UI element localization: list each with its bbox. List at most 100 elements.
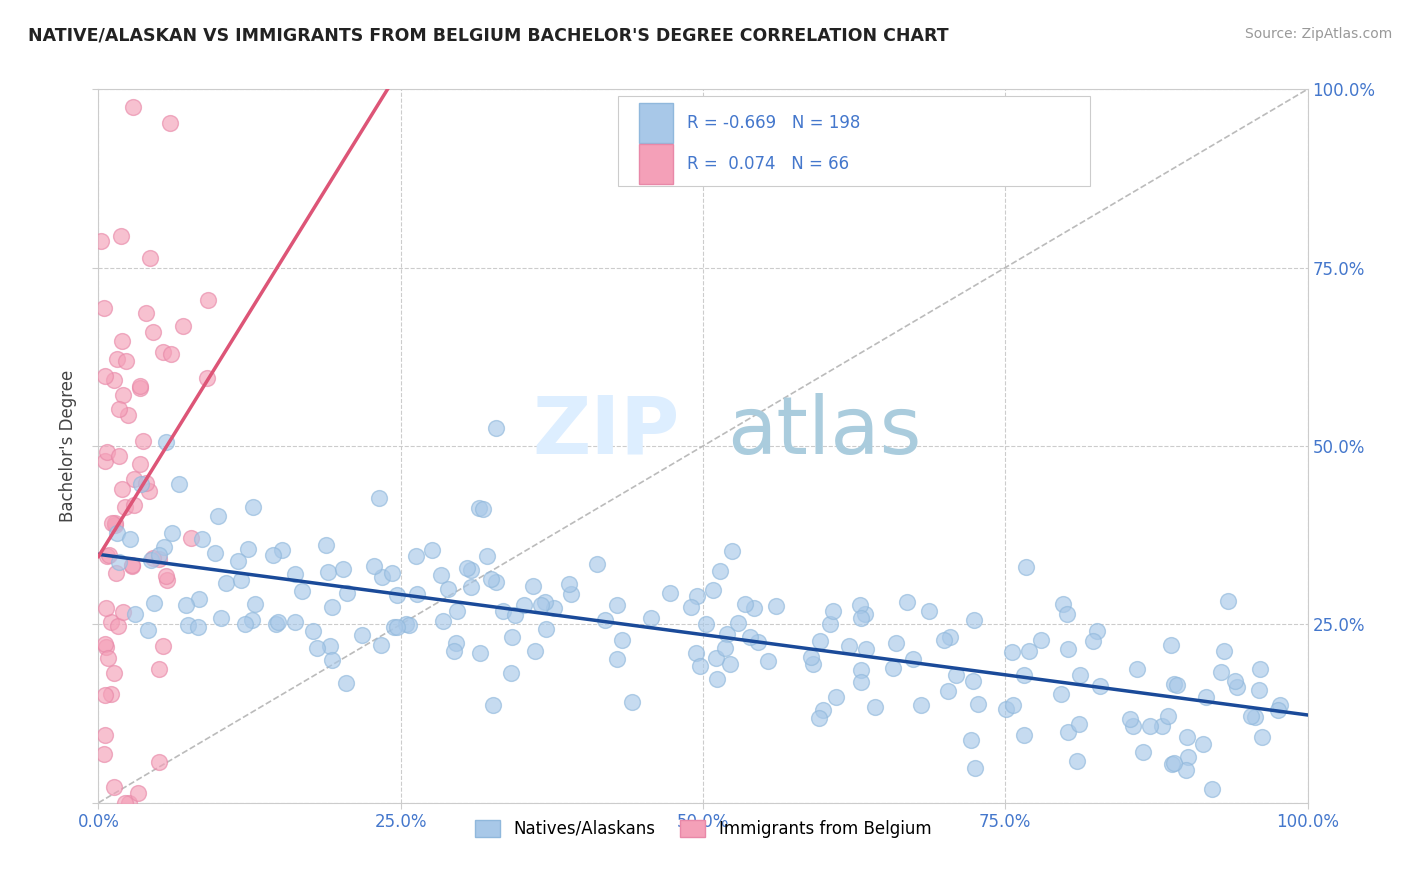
Point (263, 548, 285, 562)
Point (432, 614, 454, 628)
Point (800, 650, 823, 665)
Point (849, 598, 872, 612)
Point (243, 597, 266, 611)
Point (482, 698, 505, 713)
Point (110, 229, 132, 244)
Point (849, 663, 872, 677)
Point (101, 516, 124, 531)
Point (135, 475, 157, 490)
Point (159, 116, 181, 130)
Point (94, 728, 117, 742)
Point (172, 318, 194, 333)
Text: R =  0.074   N = 66: R = 0.074 N = 66 (688, 155, 849, 173)
Text: R = -0.669   N = 198: R = -0.669 N = 198 (688, 114, 860, 132)
Point (103, 516, 125, 531)
Point (821, 604, 844, 618)
Point (945, 667, 967, 681)
Point (318, 640, 340, 654)
Point (384, 619, 406, 633)
Point (838, 639, 860, 653)
Point (132, 434, 155, 448)
Point (896, 595, 918, 609)
Point (138, 483, 160, 498)
Point (105, 525, 128, 540)
Point (420, 543, 443, 558)
Point (284, 566, 307, 581)
Point (685, 646, 707, 660)
Point (1226, 681, 1249, 695)
Point (530, 598, 553, 612)
Point (155, 569, 177, 583)
Point (962, 673, 984, 688)
Point (335, 676, 357, 690)
Point (853, 607, 876, 621)
Point (1132, 745, 1154, 759)
Point (104, 566, 127, 580)
Point (148, 755, 170, 769)
Point (758, 654, 780, 668)
Point (1157, 709, 1180, 723)
Point (111, 388, 134, 402)
Point (882, 661, 904, 675)
Point (352, 628, 374, 642)
Point (114, 500, 136, 514)
Point (429, 568, 451, 582)
Point (236, 542, 259, 557)
Point (485, 421, 508, 435)
Point (689, 658, 711, 673)
Point (721, 544, 744, 558)
Point (190, 532, 212, 546)
Point (716, 626, 738, 640)
Point (112, 605, 135, 619)
Point (240, 613, 263, 627)
Point (709, 564, 731, 578)
Point (122, 472, 145, 486)
Point (1251, 730, 1274, 744)
Point (100, 687, 122, 701)
Point (477, 549, 499, 563)
Point (747, 635, 769, 649)
Point (1201, 781, 1223, 796)
Point (468, 646, 491, 660)
Point (1249, 662, 1271, 676)
Point (959, 733, 981, 747)
Point (97, 650, 120, 665)
Point (385, 620, 408, 634)
Point (228, 554, 250, 568)
Point (103, 780, 125, 795)
Point (1066, 754, 1088, 768)
Point (714, 640, 737, 655)
Text: atlas: atlas (727, 392, 921, 471)
Point (315, 538, 337, 552)
Point (207, 508, 229, 523)
Point (1090, 679, 1112, 693)
Point (93, 747, 115, 761)
Point (111, 483, 134, 497)
Point (187, 620, 209, 634)
Point (903, 652, 925, 666)
Point (406, 587, 429, 601)
Text: Source: ZipAtlas.com: Source: ZipAtlas.com (1244, 27, 1392, 41)
Point (290, 584, 312, 599)
Point (1161, 757, 1184, 772)
Point (107, 618, 129, 632)
Point (479, 572, 502, 586)
Point (936, 683, 959, 698)
Point (918, 604, 941, 618)
Point (117, 408, 139, 422)
Point (811, 703, 834, 717)
Point (90, 234, 112, 248)
Legend: Natives/Alaskans, Immigrants from Belgium: Natives/Alaskans, Immigrants from Belgiu… (468, 813, 938, 845)
Point (522, 579, 544, 593)
Point (316, 565, 339, 579)
Point (121, 100, 143, 114)
Point (536, 622, 558, 636)
Point (129, 379, 152, 393)
Point (160, 347, 183, 361)
Point (381, 566, 404, 581)
Point (1192, 738, 1215, 752)
Point (820, 616, 842, 631)
Point (121, 559, 143, 574)
Point (706, 672, 728, 686)
Point (963, 613, 986, 627)
